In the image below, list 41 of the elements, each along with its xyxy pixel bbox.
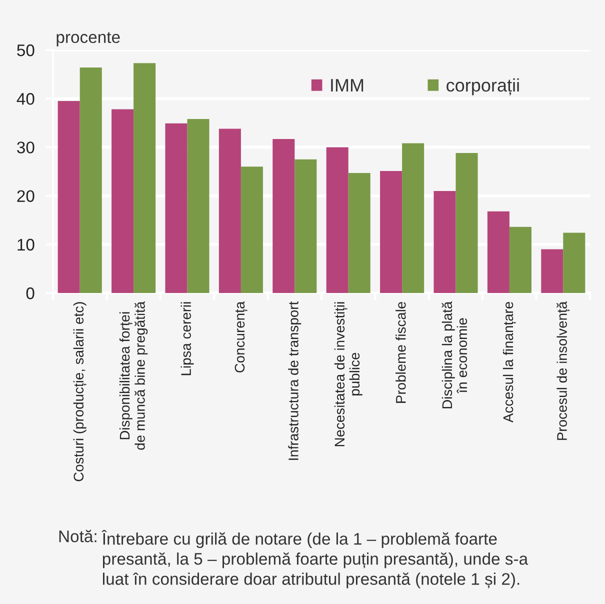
bar bbox=[326, 147, 348, 293]
bar bbox=[509, 226, 532, 293]
bar bbox=[112, 109, 134, 293]
x-tick-label: Concurența bbox=[234, 301, 248, 372]
bar bbox=[563, 232, 586, 293]
bar bbox=[294, 159, 317, 293]
bar bbox=[134, 63, 156, 293]
bar bbox=[541, 249, 564, 293]
bar bbox=[434, 190, 456, 293]
x-tick-label: Infrastructura de transport bbox=[288, 301, 302, 460]
y-tick-label: 20 bbox=[17, 190, 34, 202]
x-tick-label: Disponibilitatea forței de muncă bine pregătită bbox=[119, 301, 148, 450]
x-tick-label: Accesul la finanțare bbox=[502, 302, 516, 423]
bar bbox=[456, 153, 478, 293]
y-tick-label: 10 bbox=[18, 238, 34, 251]
x-tick-label: Disciplina la plată în economie bbox=[442, 301, 468, 408]
x-tick-label: Necesitatea de investiții publice bbox=[334, 302, 362, 446]
y-tick-label: 50 bbox=[17, 44, 34, 56]
bar bbox=[402, 143, 424, 293]
legend-label: IMM bbox=[331, 79, 364, 92]
bar bbox=[348, 172, 370, 293]
x-tick-label: Probleme fiscale bbox=[396, 302, 406, 403]
text: Întrebare cu grilă de notare (de la 1 – problemă foarte presantă, la 5 – problemă foarte puțin presantă), unde s-a luat în considerare doar atributul presantă (notele 1 și 2). bbox=[102, 530, 528, 588]
y-tick-label: 40 bbox=[16, 93, 34, 105]
bar bbox=[240, 166, 263, 293]
bar bbox=[218, 128, 241, 293]
bar bbox=[58, 101, 80, 293]
y-axis-title: procente bbox=[56, 32, 120, 46]
bar bbox=[272, 138, 295, 293]
bar bbox=[165, 123, 188, 293]
legend-label: corporații bbox=[446, 78, 519, 96]
text: Notă: bbox=[59, 530, 96, 542]
bar bbox=[380, 171, 402, 293]
bar bbox=[187, 119, 210, 293]
y-tick-label: 30 bbox=[17, 142, 34, 154]
x-tick-label: Procesul de insolvență bbox=[556, 301, 570, 440]
bar bbox=[487, 211, 510, 293]
x-tick-label: Lipsa cererii bbox=[180, 302, 194, 376]
x-tick-label: Costuri (producție, salarii etc) bbox=[73, 302, 86, 482]
y-tick-label: 0 bbox=[26, 287, 34, 300]
bar bbox=[80, 67, 102, 293]
